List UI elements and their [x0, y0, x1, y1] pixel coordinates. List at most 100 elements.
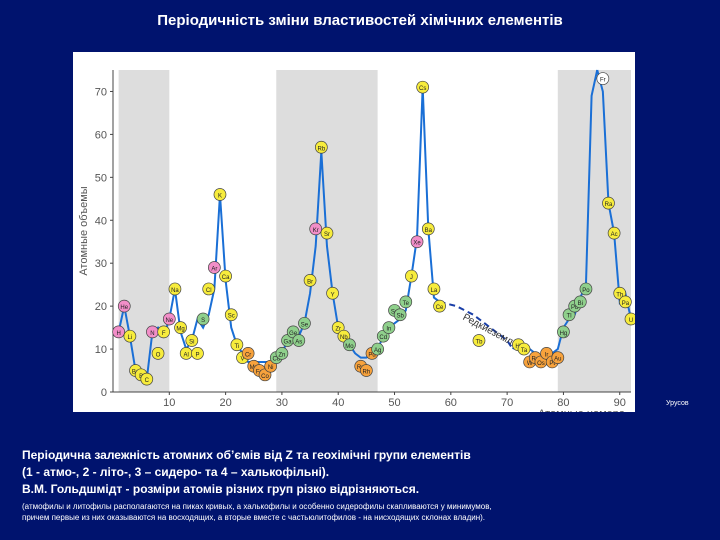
x-tick-label: 70	[501, 397, 513, 409]
y-tick-label: 70	[95, 86, 107, 98]
element-point	[343, 338, 356, 352]
element-point	[292, 334, 306, 347]
element-point	[596, 72, 610, 85]
element-label: Tb	[475, 339, 483, 345]
element-point	[393, 308, 407, 322]
element-label: Ga	[284, 339, 293, 345]
element-point	[207, 261, 221, 274]
element-label: O	[156, 352, 161, 358]
x-tick-label: 40	[332, 397, 344, 409]
element-point	[382, 321, 396, 334]
element-point	[557, 325, 570, 339]
element-point	[140, 372, 154, 386]
element-label: Os	[537, 361, 545, 367]
element-label: Ge	[289, 331, 298, 337]
element-label: Ir	[545, 352, 549, 358]
element-label: Cs	[419, 86, 426, 92]
x-axis-label: Атомные номера	[538, 408, 626, 412]
element-label: Kr	[313, 228, 319, 234]
x-tick-label: 80	[557, 397, 569, 409]
element-label: Br	[307, 279, 313, 285]
element-point	[213, 188, 227, 201]
element-point	[624, 312, 635, 326]
element-label: Ca	[222, 275, 230, 281]
x-tick-label: 20	[219, 397, 231, 409]
element-label: Rb	[317, 146, 325, 152]
element-label: In	[386, 327, 391, 333]
element-label: Y	[331, 292, 335, 298]
y-axis-label: Атомные объемы	[78, 186, 90, 275]
element-label: W	[527, 361, 533, 367]
element-label: Ar	[211, 266, 217, 272]
element-label: C	[145, 378, 150, 384]
element-label: V	[240, 357, 244, 363]
element-label: Mo	[345, 344, 354, 350]
element-label: Tl	[567, 314, 572, 320]
element-point	[157, 325, 171, 339]
note-line: причем первые из них оказываются на восх…	[22, 513, 486, 522]
y-tick-label: 30	[95, 258, 107, 270]
element-point	[202, 282, 216, 296]
x-tick-label: 30	[276, 397, 288, 409]
element-label: H	[116, 331, 120, 337]
element-label: Ce	[436, 305, 444, 311]
element-label: Ti	[234, 344, 239, 350]
element-label: Ni	[268, 365, 274, 371]
element-point	[399, 295, 413, 309]
element-point	[551, 351, 565, 365]
element-point	[174, 321, 187, 334]
element-label: N	[150, 331, 154, 337]
element-label: Fr	[600, 78, 606, 84]
element-label: Al	[184, 352, 189, 358]
element-label: U	[629, 318, 633, 324]
x-tick-label: 90	[614, 397, 626, 409]
element-label: Cr	[245, 352, 251, 358]
element-label: Ac	[611, 232, 618, 238]
element-label: Sr	[324, 232, 330, 238]
element-point	[303, 274, 317, 287]
caption: Періодична залежність атомних об’ємів ві…	[22, 447, 702, 498]
y-tick-label: 0	[101, 387, 107, 399]
element-point	[191, 347, 204, 360]
element-point	[607, 226, 621, 240]
image-credit: Урусов	[666, 400, 689, 407]
x-tick-label: 50	[388, 397, 400, 409]
element-label: Pt	[549, 361, 555, 367]
element-label: Sc	[228, 314, 235, 320]
element-label: Pb	[571, 305, 579, 311]
element-label: Bi	[578, 301, 583, 307]
element-point	[162, 312, 176, 326]
element-point	[326, 286, 339, 300]
x-tick-label: 10	[163, 397, 175, 409]
caption-note: (атмофилы и литофилы располагаются на пи…	[22, 501, 712, 523]
element-label: Zr	[335, 327, 341, 333]
element-label: Po	[582, 288, 590, 294]
element-label: F	[162, 331, 166, 337]
element-point	[185, 334, 199, 347]
y-tick-label: 40	[95, 215, 107, 227]
element-label: Se	[301, 322, 309, 328]
element-label: Au	[554, 357, 561, 363]
chart-panel: 0 10 20 30 40 50 60 70 10 20 30 40 50 60 70 80 90 Атомные…	[73, 52, 635, 412]
element-point	[117, 299, 131, 313]
element-label: Cu	[272, 357, 280, 363]
y-tick-label: 50	[95, 172, 107, 184]
caption-line: В.М. Гольдшмідт - розміри атомів різних …	[22, 482, 420, 496]
element-label: Ra	[605, 202, 613, 208]
element-point	[314, 140, 328, 154]
element-point	[219, 269, 232, 283]
shaded-band	[118, 70, 170, 392]
element-point	[573, 295, 587, 309]
slide-title: Періодичність зміни властивостей хімічни…	[157, 12, 563, 29]
element-label: Na	[171, 288, 179, 294]
element-point	[416, 80, 430, 94]
element-label: Te	[403, 301, 410, 307]
element-point	[517, 342, 531, 356]
y-tick-label: 60	[95, 129, 107, 141]
element-label: K	[218, 194, 222, 200]
x-tick-label: 60	[445, 397, 457, 409]
element-label: Li	[128, 335, 133, 341]
element-point	[433, 299, 446, 313]
element-label: Mg	[176, 327, 184, 333]
